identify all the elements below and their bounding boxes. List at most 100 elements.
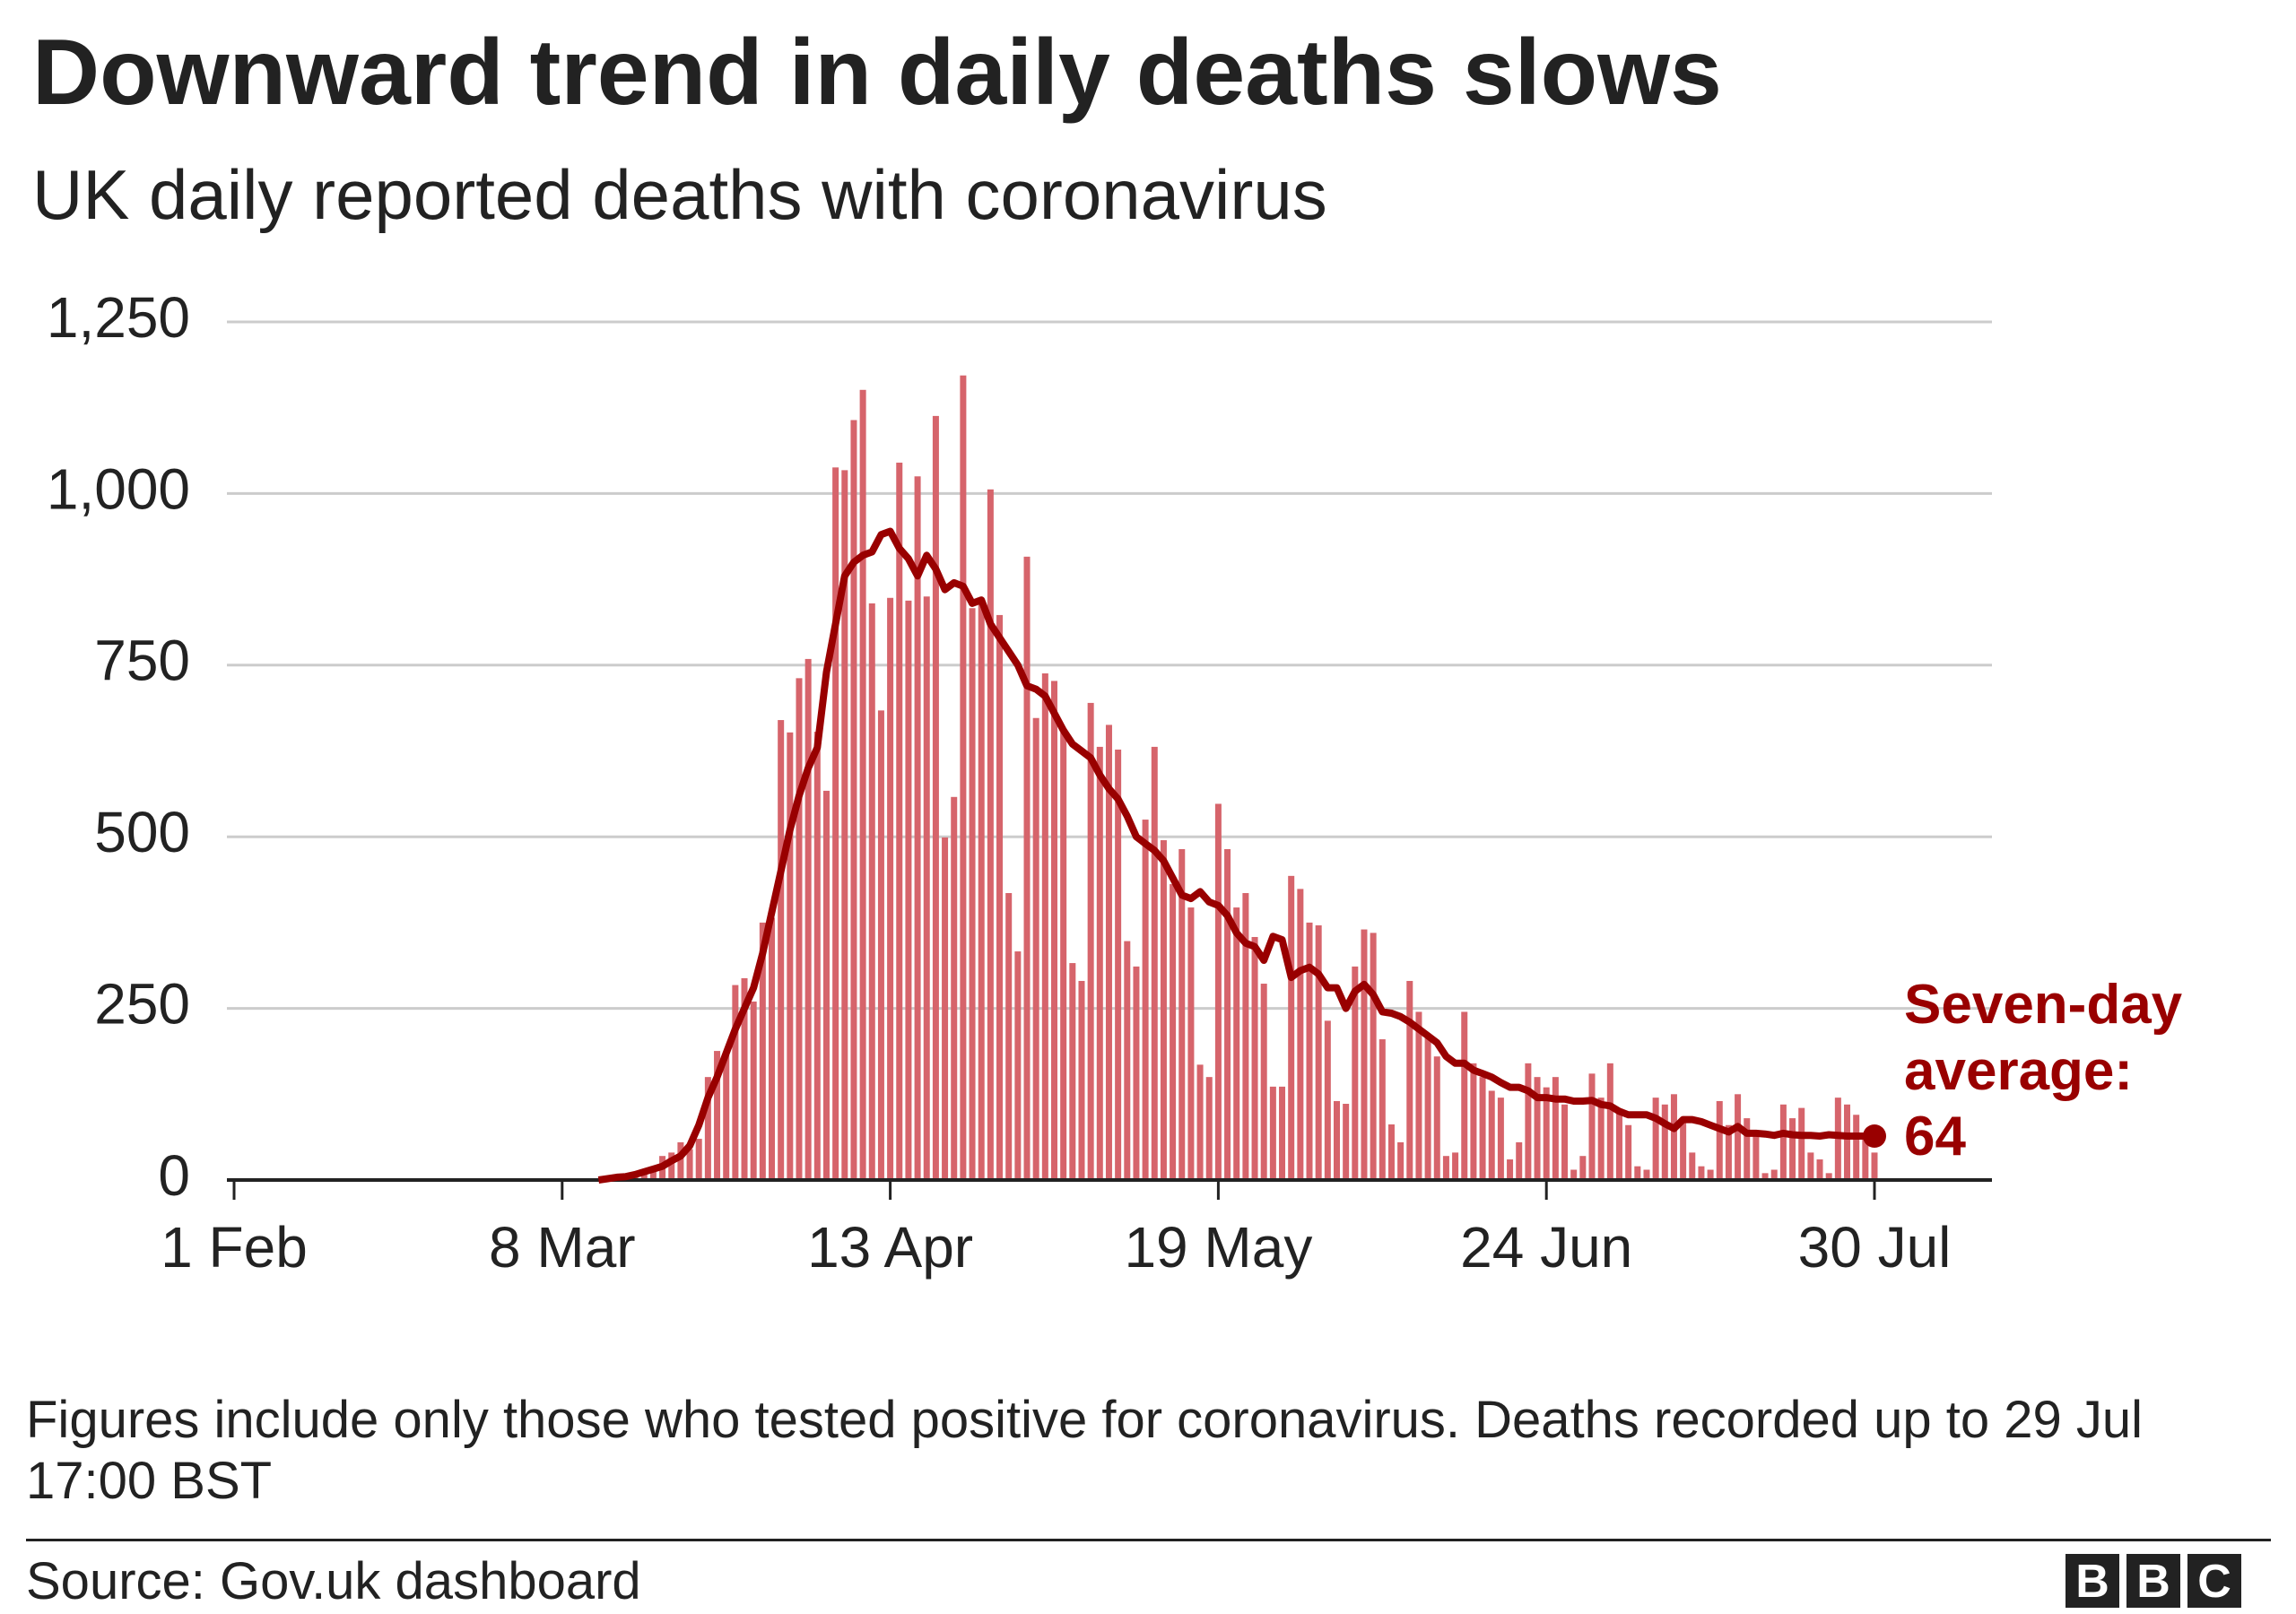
bar: [1716, 1100, 1723, 1180]
bar: [1497, 1098, 1504, 1180]
bar: [1361, 929, 1368, 1180]
bar: [1698, 1166, 1705, 1180]
bar: [1507, 1159, 1514, 1180]
bar: [1242, 892, 1249, 1180]
logo-letter: B: [2126, 1554, 2180, 1608]
bar: [1825, 1173, 1832, 1180]
chart-title: Downward trend in daily deaths slows: [32, 21, 1722, 125]
bar: [1761, 1173, 1769, 1180]
last-value-label: 64: [1904, 1106, 1966, 1167]
y-tick-label: 0: [158, 1143, 190, 1208]
bar: [668, 1152, 675, 1180]
bar: [1579, 1156, 1587, 1180]
y-tick-label: 250: [94, 972, 190, 1037]
bar: [1543, 1087, 1550, 1180]
bar: [905, 600, 912, 1180]
bar: [796, 678, 803, 1180]
bar: [750, 1001, 757, 1180]
bar: [787, 732, 794, 1180]
x-tick-label: 30 Jul: [1798, 1215, 1952, 1280]
bar: [1005, 892, 1013, 1180]
bar: [1461, 1011, 1468, 1180]
bar: [1634, 1166, 1641, 1180]
bar: [1069, 963, 1076, 1180]
bar: [1087, 702, 1094, 1180]
x-tick-label: 24 Jun: [1460, 1215, 1632, 1280]
y-tick-label: 1,250: [47, 285, 190, 350]
bar: [1269, 1086, 1276, 1180]
bar: [1689, 1152, 1696, 1180]
bar: [1442, 1156, 1449, 1180]
bar: [1406, 980, 1413, 1180]
bar: [1187, 907, 1195, 1180]
bar: [960, 375, 967, 1180]
bar: [1251, 936, 1258, 1180]
bar: [1306, 922, 1313, 1180]
bar: [1151, 746, 1158, 1180]
bar: [1752, 1132, 1760, 1180]
bar: [1124, 941, 1131, 1180]
x-tick-label: 19 May: [1124, 1215, 1312, 1280]
bar: [1680, 1118, 1687, 1180]
bar: [1707, 1169, 1714, 1180]
bar: [1105, 725, 1112, 1180]
bar: [723, 1054, 730, 1180]
bar: [841, 470, 848, 1180]
bar: [1871, 1152, 1878, 1180]
bar: [1488, 1090, 1495, 1180]
bar: [1260, 984, 1267, 1180]
bar: [996, 614, 1004, 1180]
bar: [686, 1149, 693, 1180]
bar: [1214, 803, 1222, 1180]
x-tick-label: 13 Apr: [807, 1215, 973, 1280]
bar: [1525, 1063, 1532, 1180]
chart-subtitle: UK daily reported deaths with coronaviru…: [32, 155, 1327, 234]
bar: [649, 1166, 657, 1180]
x-tick-label: 8 Mar: [489, 1215, 636, 1280]
bar: [1552, 1077, 1559, 1180]
bar: [1078, 980, 1085, 1180]
bar: [695, 1139, 702, 1180]
bar: [942, 837, 949, 1180]
bar: [868, 603, 875, 1180]
bar: [778, 720, 785, 1180]
y-tick-label: 500: [94, 800, 190, 864]
bar: [1415, 1011, 1422, 1180]
bar: [1233, 907, 1240, 1180]
average-line: [597, 527, 1874, 1184]
bar: [877, 710, 884, 1180]
bar: [1224, 848, 1231, 1180]
bar: [1014, 951, 1022, 1180]
bar: [822, 790, 830, 1180]
footnote: Figures include only those who tested po…: [26, 1391, 2143, 1510]
bar: [1479, 1077, 1486, 1180]
logo-letter: C: [2187, 1554, 2241, 1608]
bar: [1288, 875, 1295, 1180]
bar: [1643, 1169, 1650, 1180]
bar: [1196, 1064, 1204, 1180]
bar: [1798, 1107, 1805, 1180]
bar: [769, 917, 776, 1180]
bar: [1744, 1118, 1751, 1180]
bar: [1561, 1104, 1569, 1180]
legend-label: Seven-day average:: [1904, 974, 2183, 1102]
bar: [813, 732, 821, 1180]
bar: [1324, 1020, 1331, 1180]
bar: [1597, 1098, 1605, 1180]
bar: [1735, 1094, 1742, 1180]
bar: [1661, 1104, 1668, 1180]
bar: [1516, 1141, 1523, 1180]
bar: [1433, 1056, 1440, 1180]
bar: [732, 985, 739, 1180]
bar: [1789, 1118, 1796, 1180]
bar: [741, 977, 748, 1180]
bar: [1279, 1086, 1286, 1180]
bar: [1670, 1094, 1677, 1180]
bar: [1032, 717, 1039, 1180]
bar: [932, 415, 939, 1180]
bar: [896, 462, 903, 1180]
bar: [1807, 1152, 1814, 1180]
logo: B B C: [2066, 1554, 2241, 1608]
